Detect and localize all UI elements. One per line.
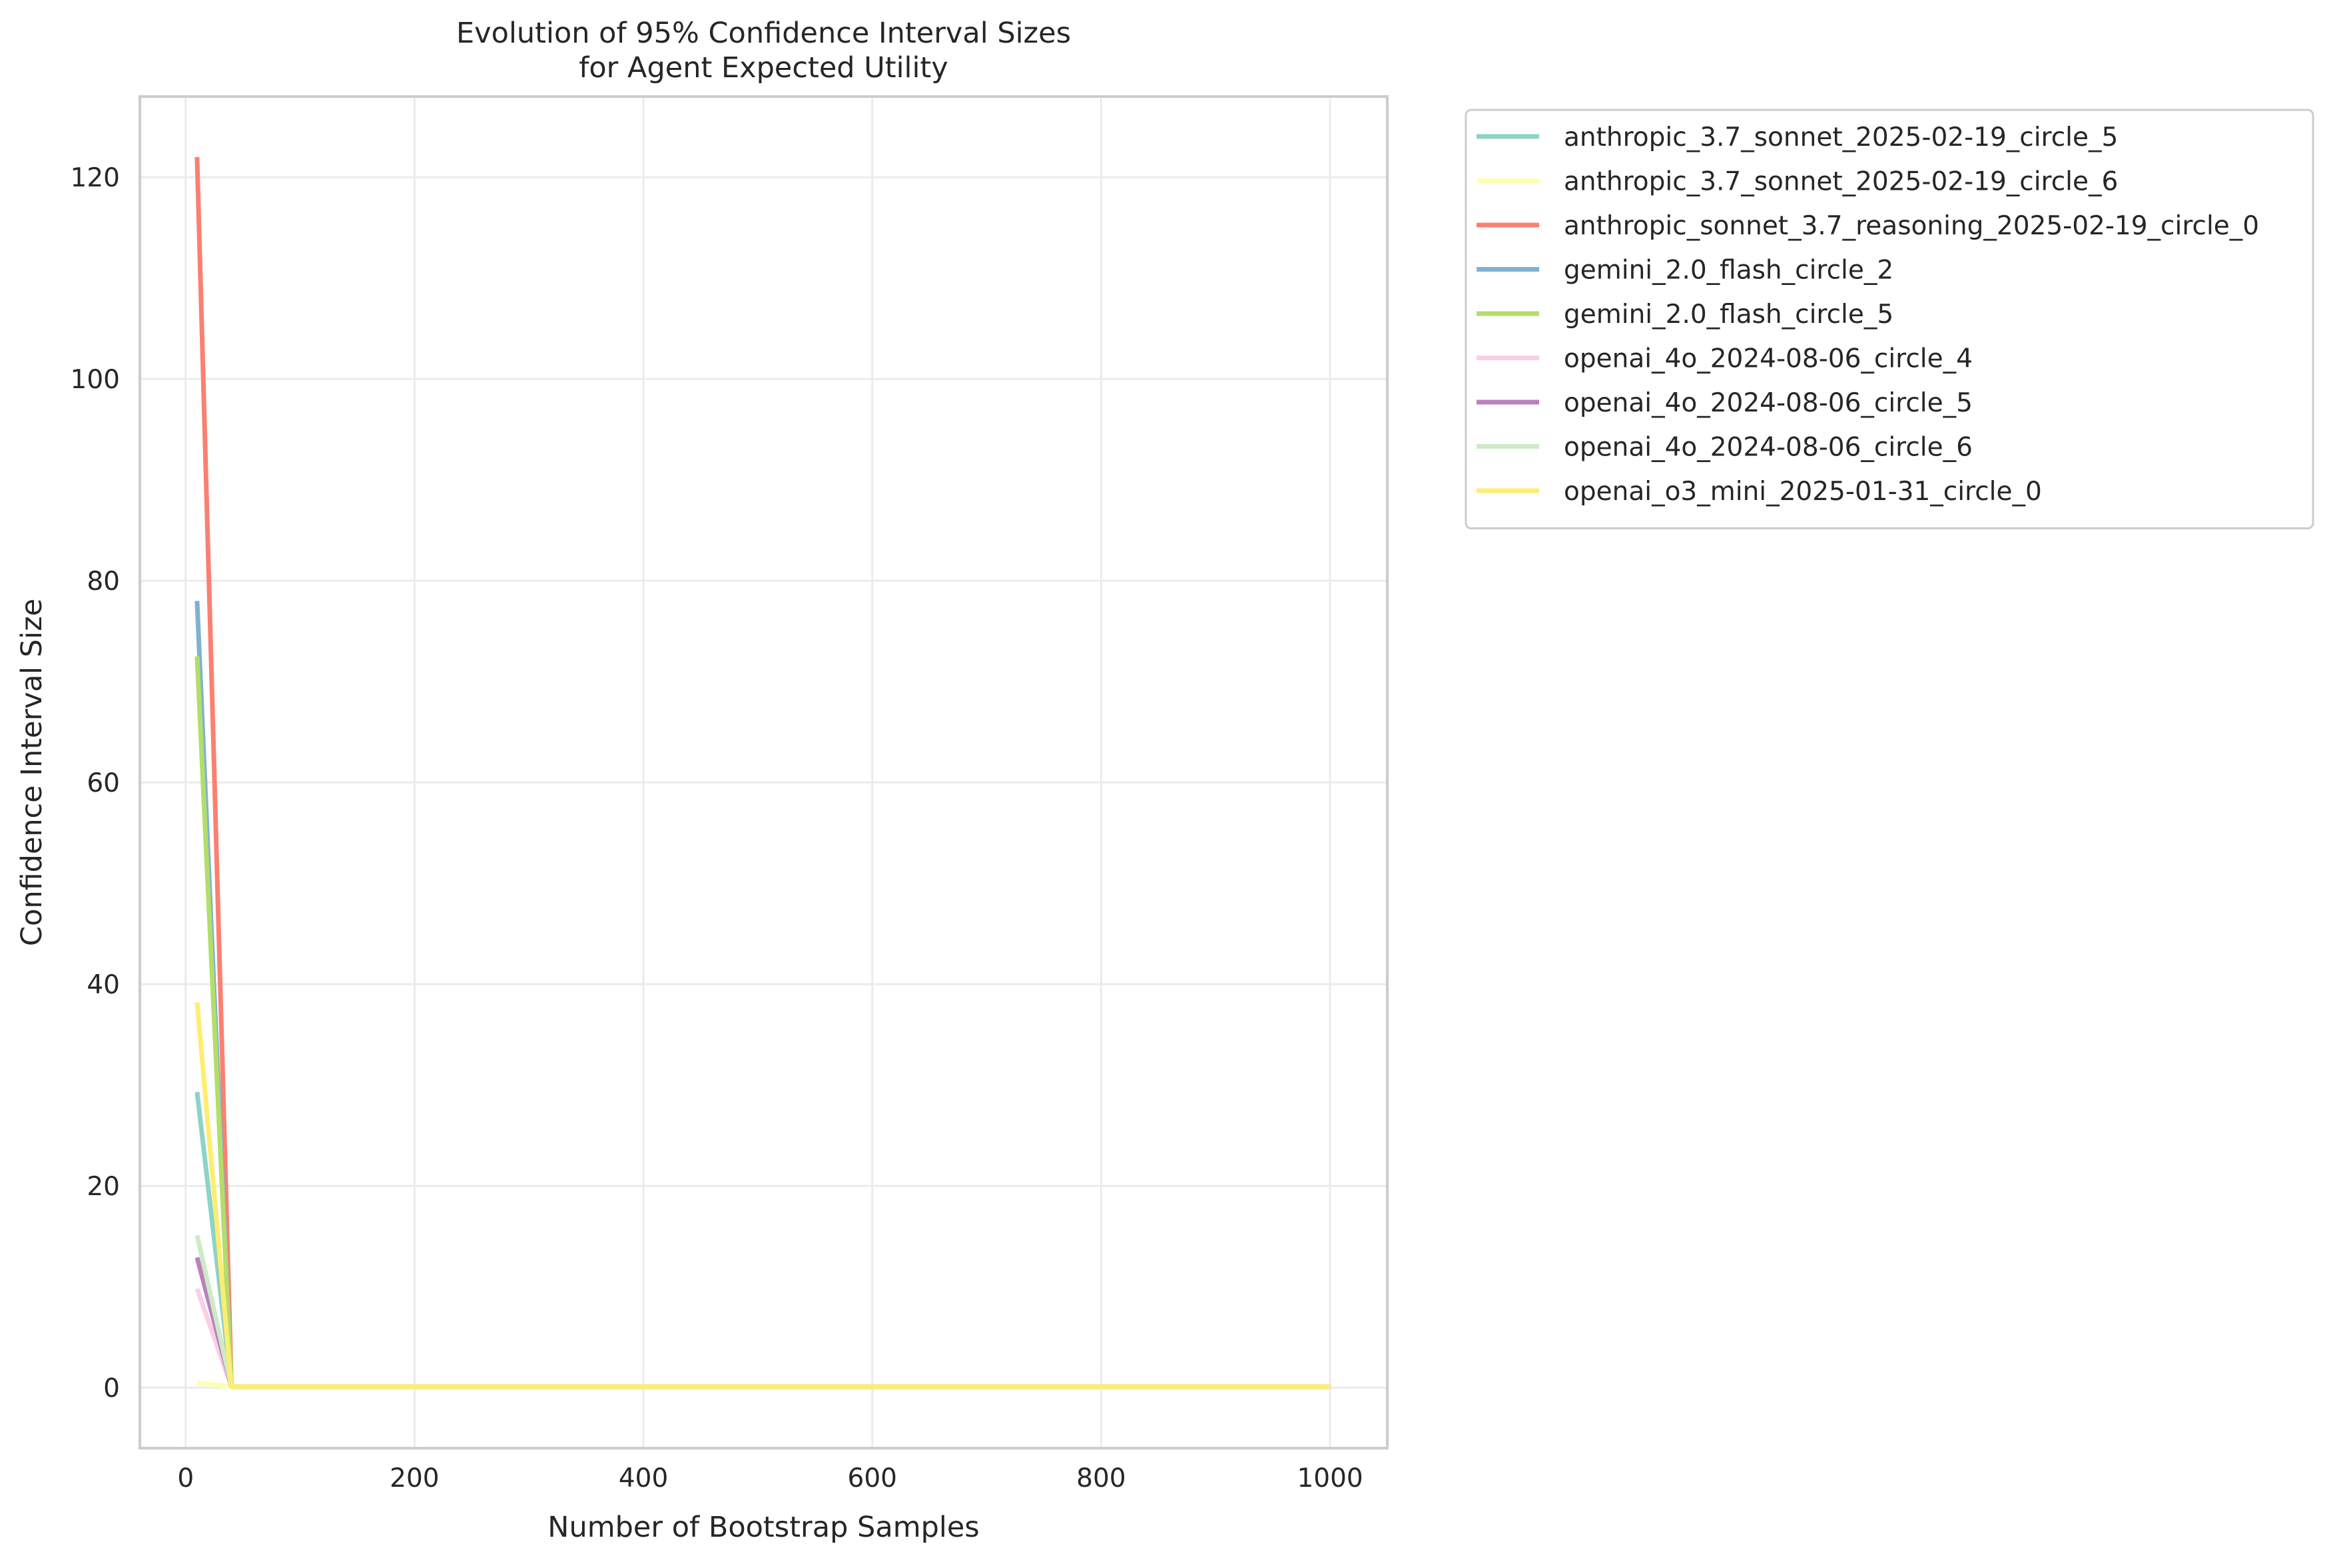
y-tick-label: 100 <box>71 365 120 395</box>
series-line <box>194 1234 1331 1390</box>
series-line <box>194 1002 1331 1390</box>
legend-label: openai_4o_2024-08-06_circle_4 <box>1564 344 1973 374</box>
series-line <box>194 1091 1331 1390</box>
series-line <box>194 656 1331 1390</box>
series-line <box>194 156 1331 1390</box>
legend-items: anthropic_3.7_sonnet_2025-02-19_circle_5… <box>1477 123 2259 507</box>
legend: anthropic_3.7_sonnet_2025-02-19_circle_5… <box>1465 109 2314 529</box>
y-tick-label: 20 <box>87 1172 120 1202</box>
legend-label: anthropic_3.7_sonnet_2025-02-19_circle_6 <box>1564 167 2118 197</box>
x-tick-label: 400 <box>619 1463 668 1493</box>
legend-label: gemini_2.0_flash_circle_2 <box>1564 256 1893 286</box>
legend-label: gemini_2.0_flash_circle_5 <box>1564 300 1893 330</box>
x-tick-label: 600 <box>848 1463 897 1493</box>
series-line <box>194 1288 1331 1390</box>
series-lines <box>194 156 1331 1390</box>
y-axis-ticks: 0 20 40 60 80 100 120 <box>71 163 120 1404</box>
legend-label: openai_4o_2024-08-06_circle_5 <box>1564 388 1973 418</box>
x-tick-label: 200 <box>390 1463 439 1493</box>
x-tick-label: 0 <box>177 1463 194 1493</box>
series-line <box>194 1256 1331 1390</box>
x-tick-label: 1000 <box>1297 1463 1363 1493</box>
legend-label: anthropic_sonnet_3.7_reasoning_2025-02-1… <box>1564 211 2259 241</box>
y-tick-label: 120 <box>71 163 120 193</box>
series-line <box>194 601 1331 1390</box>
chart-title: Evolution of 95% Confidence Interval Siz… <box>456 17 1071 85</box>
grid <box>140 97 1387 1448</box>
y-axis-label: Confidence Interval Size <box>15 599 49 946</box>
axes-frame <box>139 95 1389 1449</box>
y-tick-label: 40 <box>87 970 120 1000</box>
legend-label: openai_o3_mini_2025-01-31_circle_0 <box>1564 477 2042 507</box>
x-axis-ticks: 0 200 400 600 800 1000 <box>177 1463 1363 1493</box>
y-tick-label: 60 <box>87 768 120 798</box>
x-axis-label: Number of Bootstrap Samples <box>547 1511 979 1544</box>
legend-label: openai_4o_2024-08-06_circle_6 <box>1564 433 1973 463</box>
legend-frame <box>1465 109 2314 529</box>
x-tick-label: 800 <box>1076 1463 1126 1493</box>
legend-label: anthropic_3.7_sonnet_2025-02-19_circle_5 <box>1564 123 2118 152</box>
y-tick-label: 80 <box>87 567 120 597</box>
y-tick-label: 0 <box>103 1374 120 1404</box>
